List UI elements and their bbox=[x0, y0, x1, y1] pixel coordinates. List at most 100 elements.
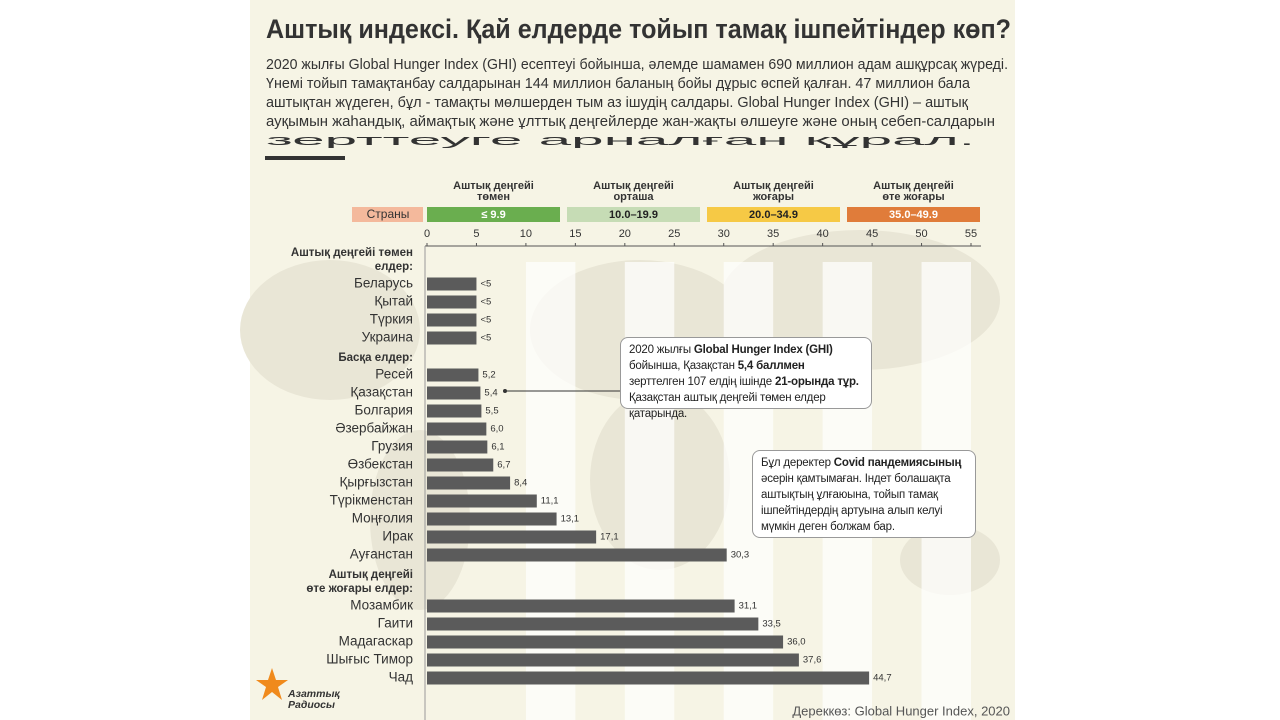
value-label: 17,1 bbox=[600, 532, 619, 543]
bar bbox=[427, 476, 511, 490]
annotation-text: Global Hunger Index (GHI) bbox=[693, 344, 833, 356]
value-label: 37,6 bbox=[803, 655, 822, 666]
bar bbox=[427, 671, 870, 685]
x-tick-label: 5 bbox=[473, 228, 479, 240]
bar bbox=[427, 530, 597, 544]
value-label: 31,1 bbox=[739, 601, 758, 612]
title-rule bbox=[265, 156, 345, 160]
x-tick-label: 55 bbox=[965, 228, 977, 240]
value-label: 6,7 bbox=[497, 460, 510, 471]
bar bbox=[427, 331, 477, 345]
value-label: 5,2 bbox=[482, 370, 495, 381]
intro-line: ауқымын жаһандық, аймақтық және ұлттық д… bbox=[266, 113, 995, 130]
y-tick-label: Украина bbox=[362, 330, 414, 345]
legend-range: ≤ 9.9 bbox=[481, 209, 505, 221]
legend-title: Аштық деңгейі bbox=[593, 180, 674, 192]
y-tick-label: Ирак bbox=[382, 529, 413, 544]
bar bbox=[427, 458, 494, 472]
value-label: 6,1 bbox=[491, 442, 504, 453]
bar bbox=[427, 386, 481, 400]
legend-title: өте жоғары bbox=[882, 191, 944, 203]
intro-line: 2020 жылғы Global Hunger Index (GHI) есе… bbox=[266, 56, 1008, 73]
legend-title: орташа bbox=[613, 191, 654, 203]
y-tick-label: Моңғолия bbox=[352, 511, 413, 526]
annotation-text: бойынша, Қазақстан bbox=[629, 360, 738, 372]
x-tick-label: 30 bbox=[718, 228, 730, 240]
value-label: 6,0 bbox=[490, 424, 503, 435]
bar bbox=[427, 404, 482, 418]
legend-title: төмен bbox=[477, 191, 510, 203]
x-tick-label: 0 bbox=[424, 228, 430, 240]
logo-text: Азаттық bbox=[287, 688, 340, 700]
group-label: Басқа елдер: bbox=[338, 352, 413, 364]
y-tick-label: Әзербайжан bbox=[335, 421, 413, 436]
x-tick-label: 40 bbox=[817, 228, 829, 240]
y-tick-label: Қазақстан bbox=[350, 385, 413, 400]
group-label: өте жоғары елдер: bbox=[306, 583, 413, 595]
legend-label-box bbox=[352, 207, 423, 222]
value-label: <5 bbox=[480, 297, 491, 308]
y-tick-label: Болгария bbox=[355, 403, 413, 418]
value-label: <5 bbox=[480, 315, 491, 326]
bar bbox=[427, 635, 784, 649]
legend-swatch bbox=[567, 207, 700, 222]
band-stripe bbox=[525, 262, 576, 720]
bar bbox=[427, 295, 477, 309]
bar bbox=[427, 313, 477, 327]
logo-text: Радиосы bbox=[288, 699, 335, 711]
legend-range: 35.0–49.9 bbox=[889, 209, 938, 221]
y-tick-label: Қытай bbox=[374, 294, 413, 309]
legend-swatch bbox=[707, 207, 840, 222]
value-label: 13,1 bbox=[561, 514, 580, 525]
x-tick-label: 15 bbox=[569, 228, 581, 240]
value-label: 30,3 bbox=[731, 550, 750, 561]
group-label: Аштық деңгейі төмен bbox=[291, 247, 413, 259]
y-tick-label: Қырғызстан bbox=[340, 475, 414, 490]
value-label: 5,5 bbox=[485, 406, 498, 417]
source: Дереккөз: Global Hunger Index, 2020 bbox=[792, 703, 1010, 718]
legend-swatch bbox=[427, 207, 560, 222]
annotation: 2020 жылғы Global Hunger Index (GHI) бой… bbox=[620, 337, 872, 420]
y-tick-label: Түркия bbox=[370, 312, 413, 327]
legend-title: жоғары bbox=[752, 191, 794, 203]
legend-range: 20.0–34.9 bbox=[749, 209, 798, 221]
x-tick-label: 25 bbox=[668, 228, 680, 240]
x-tick-label: 10 bbox=[520, 228, 532, 240]
y-tick-label: Мадагаскар bbox=[339, 634, 413, 649]
value-label: 5,4 bbox=[484, 388, 497, 399]
value-label: 33,5 bbox=[762, 619, 781, 630]
legend-title: Аштық деңгейі bbox=[453, 180, 534, 192]
y-tick-label: Гаити bbox=[378, 616, 413, 631]
bar bbox=[427, 422, 487, 436]
title: Аштық индексі. Қай елдерде тойып тамақ і… bbox=[266, 14, 1011, 44]
value-label: 11,1 bbox=[541, 496, 559, 507]
intro-line: аштықтан жүдеген, бұл - тамақты мөлшерде… bbox=[266, 94, 968, 111]
legend-title: Аштық деңгейі bbox=[733, 180, 814, 192]
y-tick-label: Беларусь bbox=[354, 276, 413, 291]
bar bbox=[427, 368, 479, 382]
x-tick-label: 20 bbox=[619, 228, 631, 240]
value-label: 36,0 bbox=[787, 637, 806, 648]
logo-icon bbox=[256, 668, 288, 700]
group-label: елдер: bbox=[375, 261, 413, 273]
band-stripe bbox=[624, 262, 675, 720]
y-tick-label: Шығыс Тимор bbox=[326, 652, 413, 667]
bar bbox=[427, 277, 477, 291]
legend-range: 10.0–19.9 bbox=[609, 209, 658, 221]
annotation-text: 5,4 баллмен bbox=[737, 360, 805, 372]
bar bbox=[427, 440, 488, 454]
bar bbox=[427, 494, 537, 508]
value-label: 44,7 bbox=[873, 673, 892, 684]
y-tick-label: Ресей bbox=[375, 367, 413, 382]
group-label: Аштық деңгейі bbox=[329, 569, 413, 581]
annotation-text: Covid пандемиясының bbox=[833, 457, 962, 469]
legend-swatch bbox=[847, 207, 980, 222]
y-tick-label: Ауғанстан bbox=[350, 547, 413, 562]
bar bbox=[427, 653, 799, 667]
bar bbox=[427, 512, 557, 526]
x-tick-label: 35 bbox=[767, 228, 779, 240]
bar bbox=[427, 617, 759, 631]
y-tick-label: Түрікменстан bbox=[330, 493, 413, 508]
